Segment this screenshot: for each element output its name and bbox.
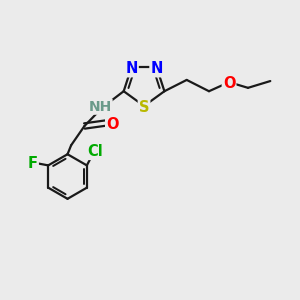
- Text: F: F: [28, 156, 38, 171]
- Text: O: O: [106, 117, 119, 132]
- Text: N: N: [150, 61, 163, 76]
- Text: S: S: [139, 100, 149, 115]
- Text: NH: NH: [88, 100, 112, 114]
- Text: O: O: [223, 76, 235, 91]
- Text: N: N: [125, 61, 138, 76]
- Text: Cl: Cl: [87, 144, 103, 159]
